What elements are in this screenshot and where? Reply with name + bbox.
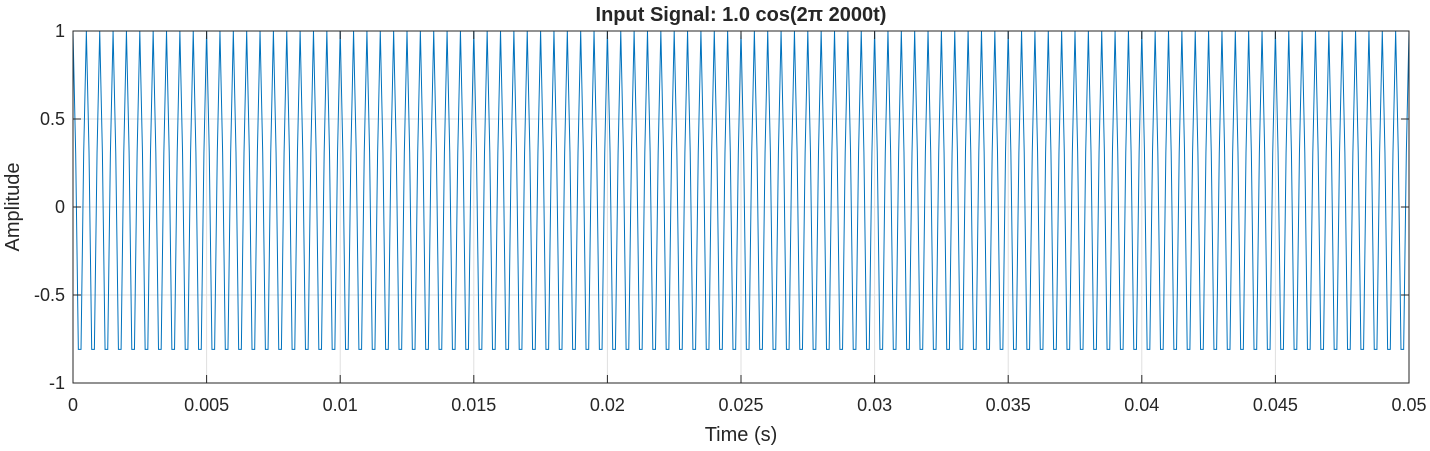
y-tick-label: 1 (55, 21, 65, 41)
x-tick-label: 0.035 (986, 395, 1031, 415)
y-tick-label: -0.5 (34, 285, 65, 305)
x-tick-label: 0.05 (1391, 395, 1426, 415)
y-axis-ticks: 1 0.5 0 -0.5 -1 (34, 21, 1409, 393)
y-tick-label: 0.5 (40, 109, 65, 129)
x-tick-label: 0 (68, 395, 78, 415)
x-axis-label: Time (s) (705, 424, 778, 446)
x-tick-label: 0.04 (1124, 395, 1159, 415)
y-axis-label: Amplitude (2, 163, 24, 252)
y-tick-label: 0 (55, 197, 65, 217)
x-tick-label: 0.03 (857, 395, 892, 415)
x-tick-label: 0.025 (718, 395, 763, 415)
grid (72, 30, 1410, 384)
x-tick-label: 0.045 (1253, 395, 1298, 415)
x-tick-label: 0.015 (451, 395, 496, 415)
y-tick-label: -1 (49, 373, 65, 393)
x-tick-label: 0.005 (184, 395, 229, 415)
x-tick-label: 0.01 (323, 395, 358, 415)
x-tick-label: 0.02 (590, 395, 625, 415)
x-axis-ticks: 0 0.005 0.01 0.015 0.02 0.025 0.03 0.035 0.04 0.0… (68, 31, 1427, 415)
chart-title: Input Signal: 1.0 cos(2π 2000t) (596, 4, 887, 26)
